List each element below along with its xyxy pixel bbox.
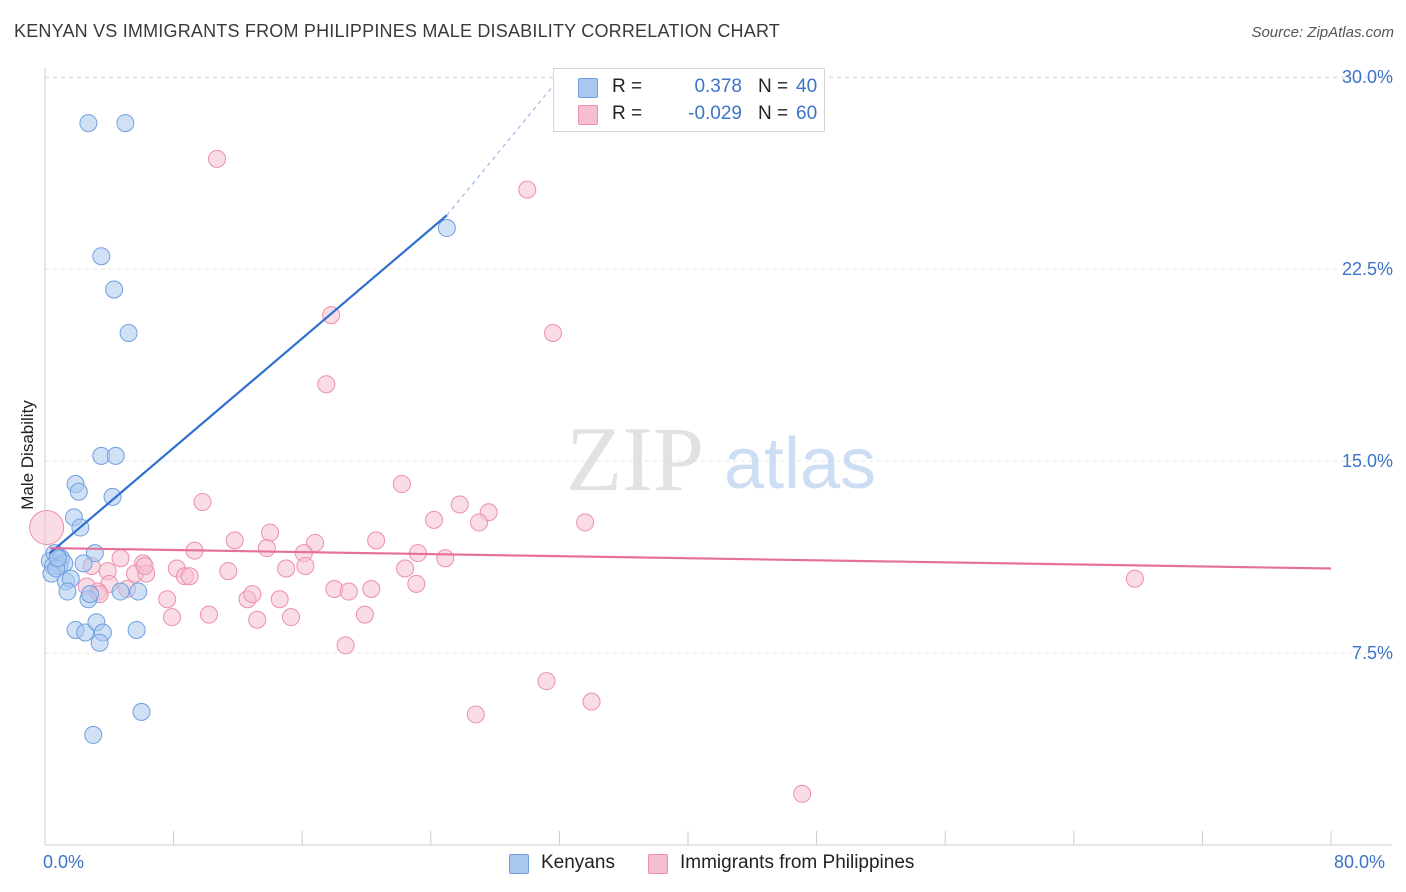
- philippines-point: [296, 556, 315, 575]
- r-label: R =: [612, 103, 643, 124]
- philippines-point: [392, 475, 411, 494]
- chart-title: KENYAN VS IMMIGRANTS FROM PHILIPPINES MA…: [14, 21, 781, 41]
- watermark-atlas: atlas: [724, 424, 876, 504]
- philippines-point: [582, 692, 601, 711]
- axes: [44, 68, 1392, 846]
- philippines-point: [470, 513, 489, 532]
- kenyan-point: [119, 324, 138, 342]
- y-tick-label-1: 15.0%: [1342, 451, 1393, 471]
- philippines-point: [270, 590, 289, 609]
- philippines-point: [576, 513, 595, 532]
- philippines-point: [111, 549, 130, 568]
- philippines-point: [339, 582, 358, 601]
- kenyan-point: [84, 725, 103, 744]
- philippines-trend-line: [49, 546, 1332, 570]
- philippines-point: [396, 559, 415, 578]
- kenyans-n-value: 40: [796, 76, 818, 97]
- watermark: ZIP atlas: [566, 408, 876, 510]
- philippines-point: [1125, 569, 1144, 588]
- y-tick-label-3: 30.0%: [1342, 67, 1393, 87]
- kenyan-point: [103, 487, 122, 506]
- philippines-n-value: 60: [796, 103, 818, 124]
- philippines-point: [243, 585, 262, 604]
- philippines-legend-label: Immigrants from Philippines: [680, 852, 915, 873]
- x-tick-label-min: 0.0%: [43, 852, 85, 872]
- philippines-point: [466, 705, 485, 724]
- r-label: R =: [612, 76, 643, 97]
- kenyan-point: [437, 219, 456, 238]
- philippines-point: [281, 608, 300, 627]
- philippines-point: [261, 523, 280, 542]
- philippines-point: [29, 510, 65, 546]
- philippines-point: [425, 510, 444, 529]
- philippines-point: [277, 559, 296, 578]
- philippines-point: [367, 531, 386, 550]
- kenyan-point: [129, 582, 148, 601]
- y-tick-label-2: 22.5%: [1342, 259, 1393, 279]
- philippines-point: [219, 562, 238, 581]
- kenyan-point: [81, 585, 100, 604]
- philippines-point: [537, 672, 556, 691]
- philippines-point: [199, 605, 218, 624]
- kenyan-point: [48, 549, 67, 568]
- trend-lines: [49, 81, 1332, 570]
- philippines-point: [225, 531, 244, 550]
- kenyan-trend-extension: [446, 81, 557, 216]
- philippines-point: [158, 590, 177, 609]
- kenyan-point: [92, 247, 111, 266]
- philippines-point: [518, 180, 537, 199]
- kenyan-trend-line: [49, 214, 448, 554]
- kenyans-legend-swatch: [509, 854, 529, 874]
- kenyan-point: [105, 280, 124, 299]
- kenyan-point: [74, 554, 93, 573]
- kenyan-point: [69, 482, 88, 501]
- x-tick-label-max: 80.0%: [1334, 852, 1386, 872]
- philippines-point: [317, 375, 336, 394]
- philippines-point: [362, 580, 381, 598]
- philippines-points: [29, 149, 1144, 803]
- philippines-point: [450, 495, 469, 514]
- philippines-point: [208, 149, 227, 168]
- kenyan-point: [132, 702, 151, 721]
- philippines-point: [257, 539, 276, 558]
- watermark-zip: ZIP: [566, 408, 704, 510]
- philippines-swatch: [578, 105, 598, 125]
- kenyans-legend-label: Kenyans: [541, 852, 615, 873]
- philippines-point: [193, 492, 212, 511]
- philippines-point: [180, 567, 199, 586]
- philippines-point: [162, 608, 181, 627]
- philippines-legend-swatch: [648, 854, 668, 874]
- kenyan-point: [79, 114, 98, 133]
- philippines-r-value: -0.029: [688, 103, 742, 124]
- y-tick-label-0: 7.5%: [1352, 643, 1393, 663]
- kenyans-swatch: [578, 78, 598, 98]
- philippines-point: [336, 636, 355, 655]
- philippines-point: [248, 610, 267, 629]
- n-label: N =: [758, 103, 789, 124]
- correlation-legend: R = 0.378 N = 40 R = -0.029 N = 60: [553, 68, 825, 132]
- kenyan-point: [58, 582, 77, 601]
- kenyan-point: [127, 620, 146, 639]
- philippines-point: [135, 556, 154, 575]
- kenyan-point: [116, 114, 135, 133]
- kenyan-points: [40, 114, 456, 744]
- y-tick-labels: 7.5% 15.0% 22.5% 30.0%: [1342, 67, 1393, 663]
- philippines-point: [543, 324, 562, 342]
- kenyan-point: [111, 582, 130, 601]
- kenyan-point: [76, 623, 95, 642]
- philippines-point: [793, 784, 812, 803]
- kenyans-r-value: 0.378: [694, 76, 742, 97]
- kenyan-point: [90, 633, 109, 652]
- n-label: N =: [758, 76, 789, 97]
- kenyan-point: [106, 446, 125, 465]
- philippines-point: [355, 605, 374, 624]
- philippines-point: [436, 549, 455, 568]
- philippines-point: [407, 574, 426, 593]
- source-credit: Source: ZipAtlas.com: [1251, 24, 1394, 41]
